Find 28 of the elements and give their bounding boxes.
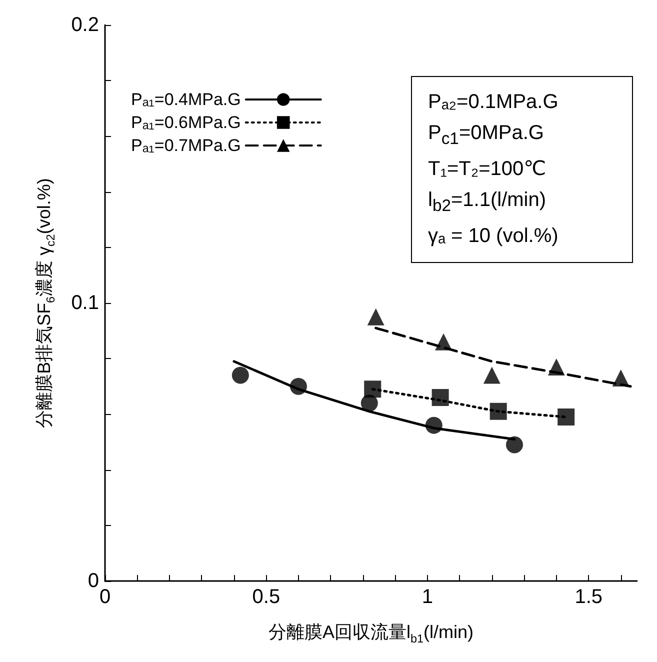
annotation: Pₐ₂=0.1MPa.G (428, 90, 560, 115)
annotation: γₐ = 10 (vol.%) (428, 224, 560, 249)
point (612, 370, 630, 387)
x-tick-label: 1.5 (574, 586, 603, 608)
point (483, 366, 500, 384)
legend-label: Pₐ₁=0.4MPa.G (130, 90, 241, 109)
annotation: T₁=T₂=100℃ (428, 157, 548, 182)
point (490, 402, 507, 420)
point (232, 366, 249, 384)
legend-label: Pₐ₁=0.6MPa.G (130, 113, 241, 132)
point (432, 389, 449, 406)
x-tick-label: 1 (422, 586, 433, 608)
point (425, 416, 442, 434)
point (290, 378, 307, 395)
point (435, 333, 452, 350)
annotation: P$_{c1}$=0MPa.G (428, 121, 545, 150)
y-tick-label: 0 (88, 570, 99, 592)
point (367, 308, 384, 326)
x-tick-label: 0.5 (252, 586, 280, 608)
y-tick-label: 0.1 (71, 292, 99, 314)
annotation: l$_{b2}$=1.1(l/min) (428, 188, 548, 217)
point (548, 358, 565, 376)
y-tick-label: 0.2 (71, 14, 99, 36)
point (506, 436, 523, 454)
legend-label: Pₐ₁=0.7MPa.G (130, 136, 241, 155)
point (558, 408, 575, 426)
y-axis-title: 分離膜B排気SF6濃度 γc2(vol.%) (34, 178, 58, 428)
point (364, 380, 382, 398)
